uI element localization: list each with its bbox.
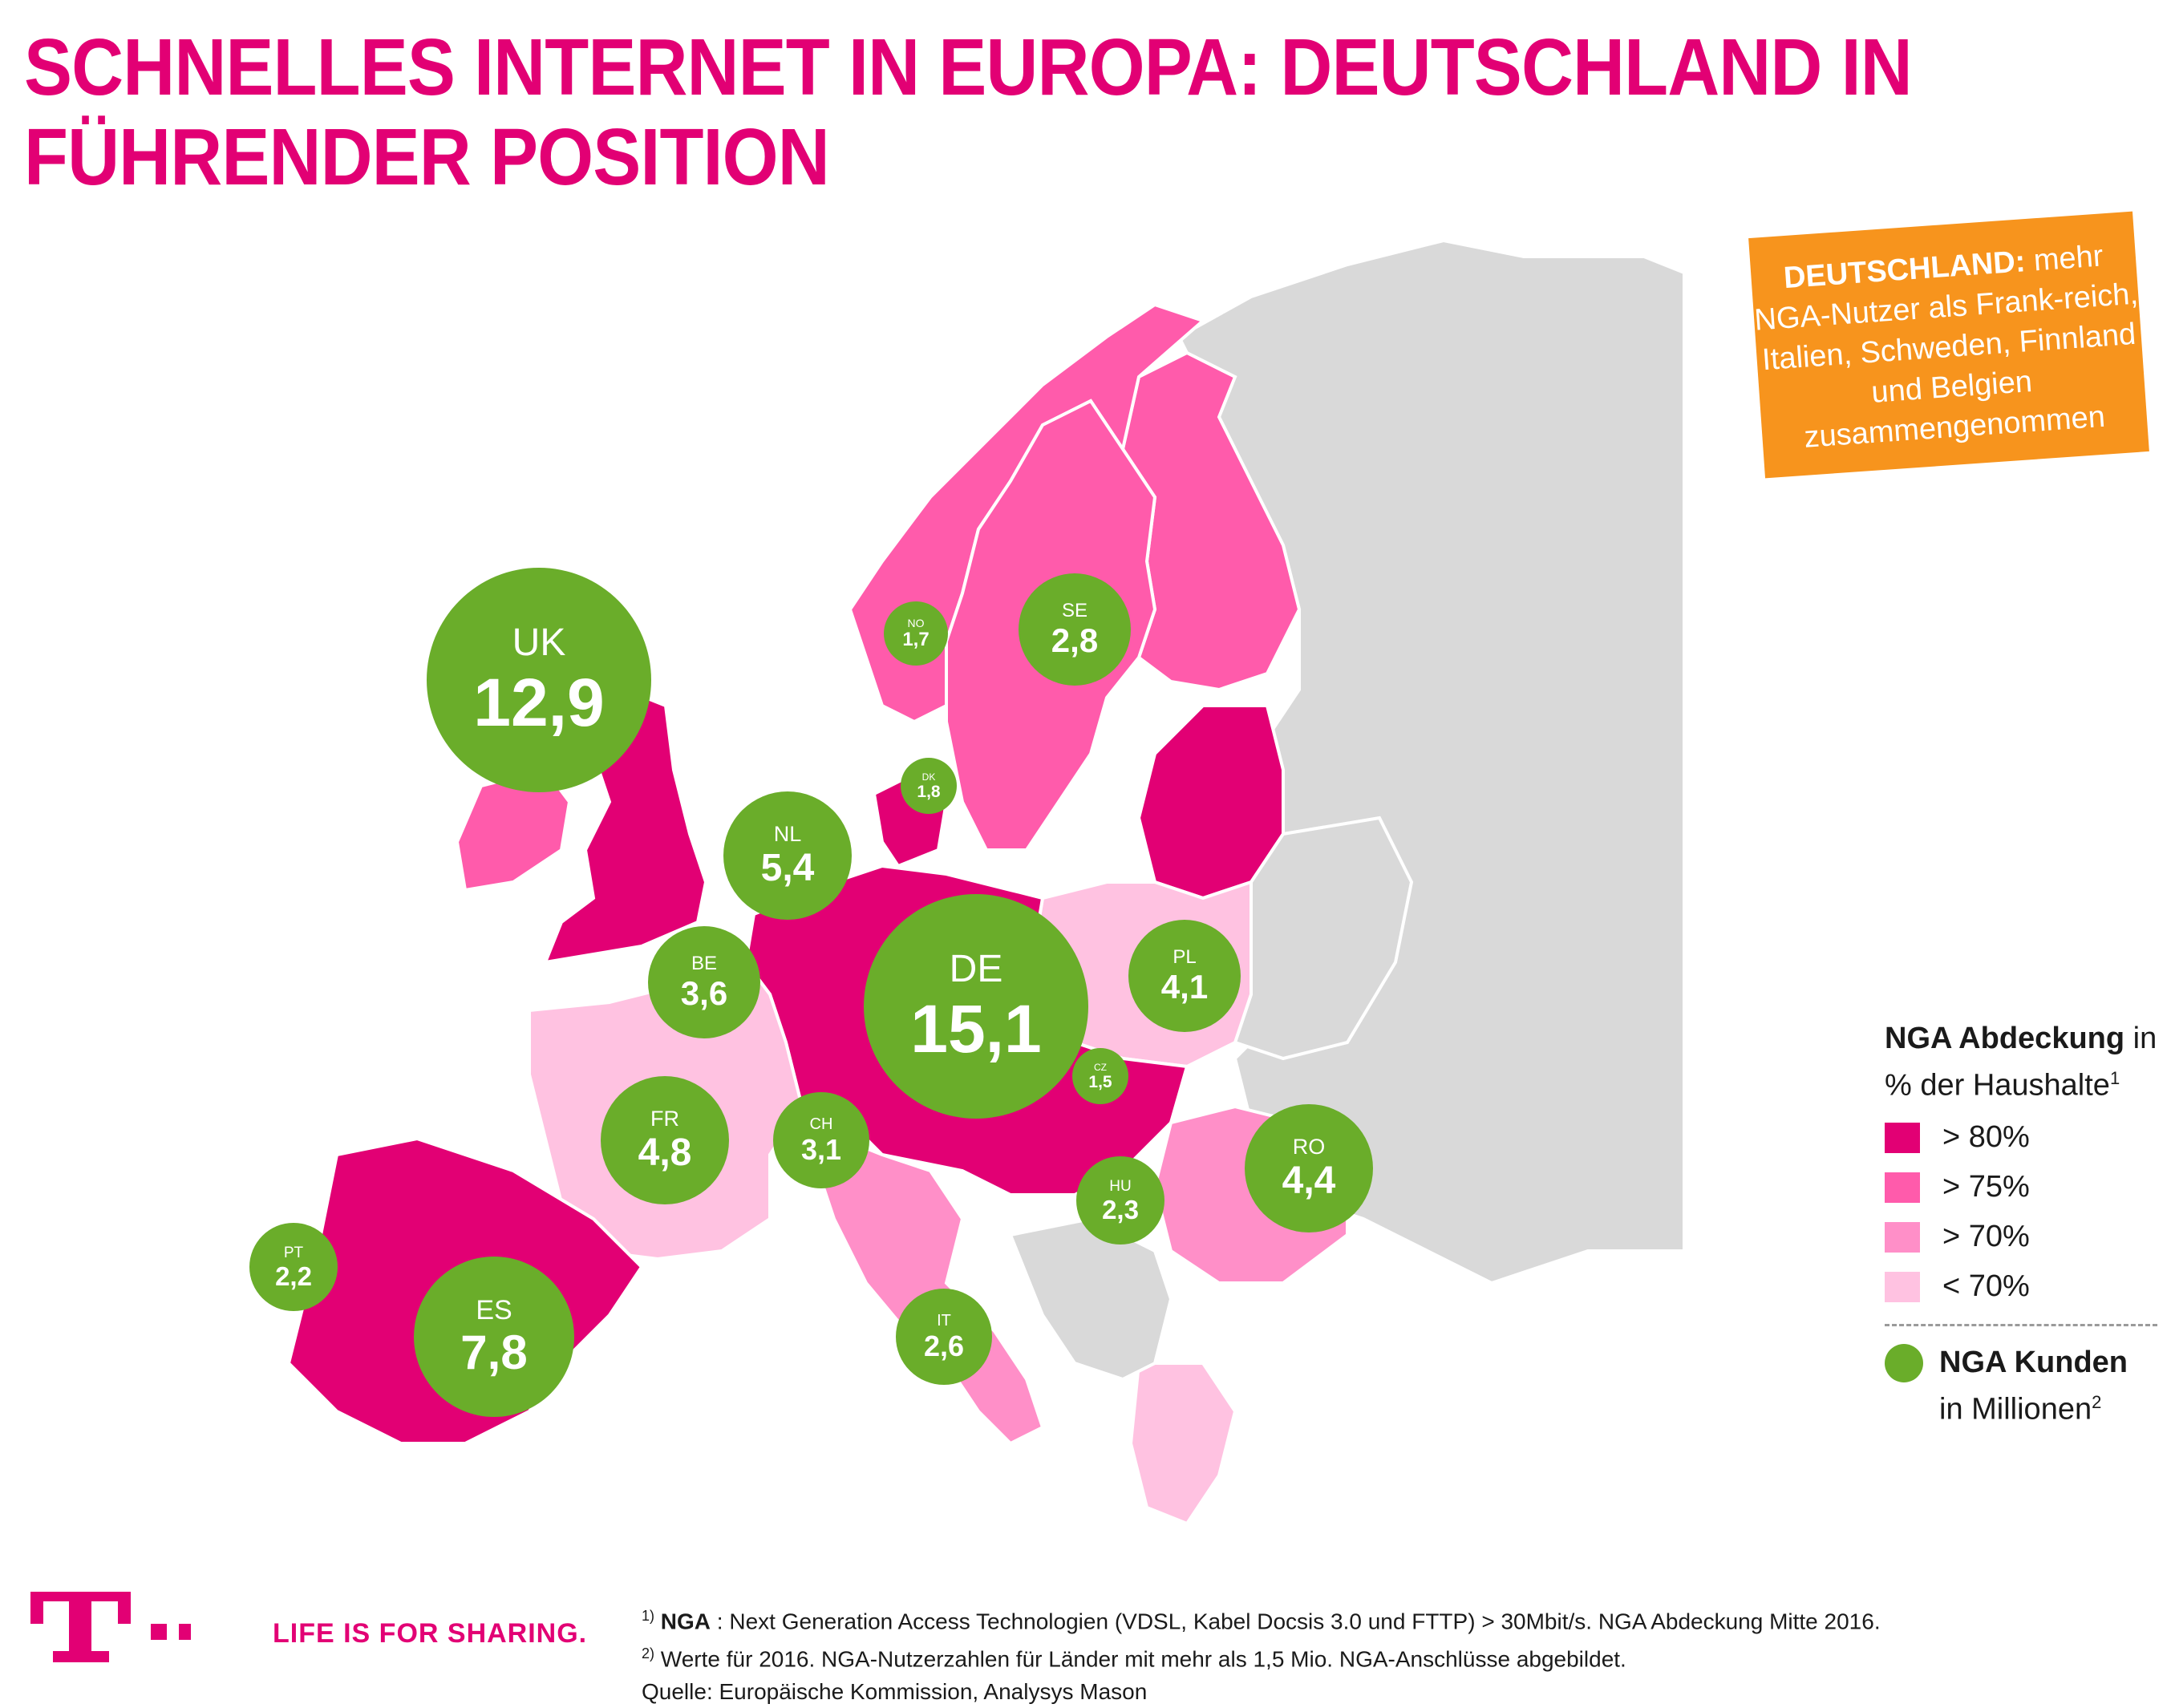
bubble-ro: RO 4,4 xyxy=(1245,1104,1373,1232)
footnote-1: 1) NGA : Next Generation Access Technolo… xyxy=(642,1600,1881,1637)
bubble-value: 2,8 xyxy=(1051,621,1099,659)
footnote-2-text: Werte für 2016. NGA-Nutzerzahlen für Län… xyxy=(654,1646,1626,1672)
bubble-value: 1,5 xyxy=(1088,1072,1112,1091)
footnote-1-sup: 1) xyxy=(642,1608,655,1624)
bubble-value: 1,8 xyxy=(917,782,941,801)
bubble-code: ES xyxy=(476,1295,512,1326)
bubble-ch: CH 3,1 xyxy=(773,1092,869,1188)
bubble-pt: PT 2,2 xyxy=(249,1223,338,1311)
bubble-value: 3,6 xyxy=(680,974,728,1012)
legend-customers-sup: 2 xyxy=(2092,1391,2102,1412)
bubble-value: 2,6 xyxy=(923,1330,965,1362)
legend-label-lt70: < 70% xyxy=(1942,1269,2030,1304)
legend-label-gt70: > 70% xyxy=(1942,1220,2030,1254)
bubble-value: 12,9 xyxy=(473,665,605,740)
legend-heading-sup: 1 xyxy=(2109,1068,2120,1088)
bubble-code: UK xyxy=(512,621,566,664)
germany-callout: DEUTSCHLAND: mehr NGA-Nutzer als Frank-r… xyxy=(1748,211,2149,479)
bubble-code: CZ xyxy=(1094,1061,1107,1073)
bubble-it: IT 2,6 xyxy=(896,1289,992,1385)
bubble-value: 2,3 xyxy=(1102,1194,1139,1224)
bubble-code: PL xyxy=(1173,946,1197,968)
bubble-fr: FR 4,8 xyxy=(601,1076,729,1204)
legend-customers: NGA Kunden in Millionen2 xyxy=(1885,1342,2157,1430)
bubble-value: 4,4 xyxy=(1282,1160,1336,1202)
legend-divider xyxy=(1885,1323,2157,1326)
legend-swatch-gt80 xyxy=(1885,1122,1920,1153)
footnote-1-text: : Next Generation Access Technologien (V… xyxy=(711,1609,1881,1634)
legend-customers-rest: in Millionen xyxy=(1939,1392,2092,1427)
title-line-1: SCHNELLES INTERNET IN EUROPA: DEUTSCHLAN… xyxy=(24,22,1913,112)
legend-label-gt80: > 80% xyxy=(1942,1120,2030,1155)
footnote-2: 2) Werte für 2016. NGA-Nutzerzahlen für … xyxy=(642,1637,1881,1675)
bubble-code: FR xyxy=(650,1107,679,1131)
footnote-2-sup: 2) xyxy=(642,1645,655,1662)
footnotes: 1) NGA : Next Generation Access Technolo… xyxy=(642,1600,1881,1708)
bubble-dk: DK 1,8 xyxy=(901,758,957,814)
bubble-value: 7,8 xyxy=(460,1326,528,1379)
bubble-value: 4,8 xyxy=(638,1131,692,1174)
bubble-be: BE 3,6 xyxy=(648,926,760,1038)
bubble-code: HU xyxy=(1109,1177,1132,1195)
bubble-se: SE 2,8 xyxy=(1019,573,1131,686)
bubble-no: NO 1,7 xyxy=(884,601,948,666)
legend-swatch-gt75 xyxy=(1885,1172,1920,1203)
legend-swatch-lt70 xyxy=(1885,1271,1920,1302)
bubble-code: SE xyxy=(1061,600,1088,621)
bubble-value: 15,1 xyxy=(910,991,1042,1066)
legend-row-gt70: > 70% xyxy=(1885,1220,2157,1255)
bubble-code: NO xyxy=(907,617,925,629)
bubble-code: CH xyxy=(809,1115,833,1133)
region-uk xyxy=(542,687,708,965)
bubble-code: PT xyxy=(283,1244,304,1261)
region-balkans-nodata xyxy=(1008,1216,1173,1382)
region-greece xyxy=(1128,1362,1237,1526)
telekom-logo xyxy=(30,1592,191,1662)
legend-row-gt80: > 80% xyxy=(1885,1120,2157,1156)
legend-customers-dot xyxy=(1885,1343,1923,1382)
tagline: LIFE IS FOR SHARING. xyxy=(273,1618,588,1649)
legend-row-gt75: > 75% xyxy=(1885,1170,2157,1205)
bubble-uk: UK 12,9 xyxy=(427,568,651,792)
bubble-code: RO xyxy=(1292,1135,1326,1159)
bubble-cz: CZ 1,5 xyxy=(1072,1048,1128,1104)
legend: NGA Abdeckung in % der Haushalte1 > 80% … xyxy=(1885,1018,2157,1429)
bubble-code: IT xyxy=(937,1312,951,1330)
bubble-value: 5,4 xyxy=(760,847,815,889)
bubble-pl: PL 4,1 xyxy=(1128,920,1241,1032)
legend-heading-bold: NGA Abdeckung xyxy=(1885,1022,2125,1055)
bubble-value: 3,1 xyxy=(800,1133,842,1166)
bubble-hu: HU 2,3 xyxy=(1076,1156,1164,1245)
bubble-value: 1,7 xyxy=(902,629,930,650)
title-line-2: FÜHRENDER POSITION xyxy=(24,112,830,202)
bubble-value: 4,1 xyxy=(1160,968,1209,1006)
bubble-de: DE 15,1 xyxy=(864,894,1088,1119)
bubble-code: BE xyxy=(691,953,717,974)
footnote-1-bold: NGA xyxy=(660,1609,711,1634)
legend-heading: NGA Abdeckung in % der Haushalte1 xyxy=(1885,1018,2157,1106)
bubble-code: DK xyxy=(921,771,936,783)
legend-swatch-gt70 xyxy=(1885,1221,1920,1253)
legend-customers-bold: NGA Kunden xyxy=(1939,1345,2128,1379)
page-title: SCHNELLES INTERNET IN EUROPA: DEUTSCHLAN… xyxy=(24,22,1937,202)
legend-heading-rest: in % der Haushalte xyxy=(1885,1022,2157,1103)
bubble-code: DE xyxy=(949,948,1003,990)
legend-label-gt75: > 75% xyxy=(1942,1170,2030,1204)
bubble-es: ES 7,8 xyxy=(414,1257,574,1417)
bubble-code: NL xyxy=(773,822,802,846)
bubble-value: 2,2 xyxy=(275,1261,312,1291)
bubble-nl: NL 5,4 xyxy=(723,791,852,920)
legend-row-lt70: < 70% xyxy=(1885,1269,2157,1305)
